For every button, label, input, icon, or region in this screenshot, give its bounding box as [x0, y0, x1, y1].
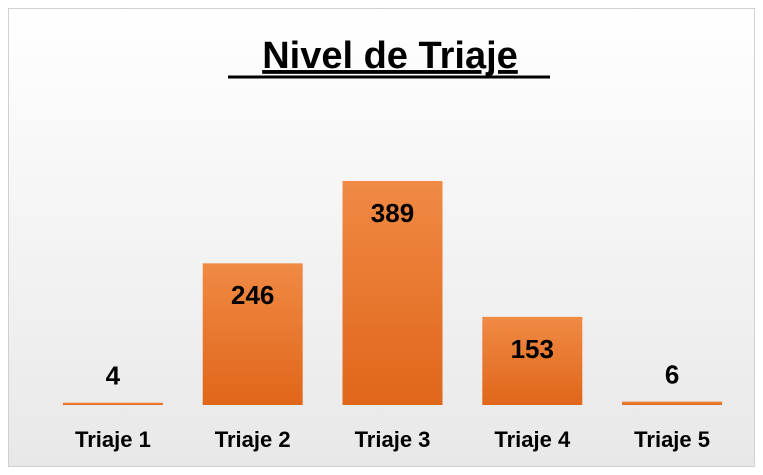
x-tick-label: Triaje 3 — [355, 427, 431, 452]
data-label: 389 — [371, 198, 414, 228]
x-tick-label: Triaje 4 — [494, 427, 571, 452]
x-tick-label: Triaje 5 — [634, 427, 710, 452]
bar — [62, 402, 163, 405]
bar — [622, 401, 723, 405]
x-tick-label: Triaje 1 — [75, 427, 151, 452]
bar — [482, 316, 583, 405]
x-tick-label: Triaje 2 — [215, 427, 291, 452]
data-label: 153 — [511, 334, 554, 364]
bar — [202, 263, 303, 405]
bar — [342, 181, 443, 405]
data-label: 4 — [106, 361, 121, 391]
data-label: 246 — [231, 280, 274, 310]
chart-title: Nivel de Triaje — [262, 35, 518, 77]
data-label: 6 — [665, 359, 679, 389]
